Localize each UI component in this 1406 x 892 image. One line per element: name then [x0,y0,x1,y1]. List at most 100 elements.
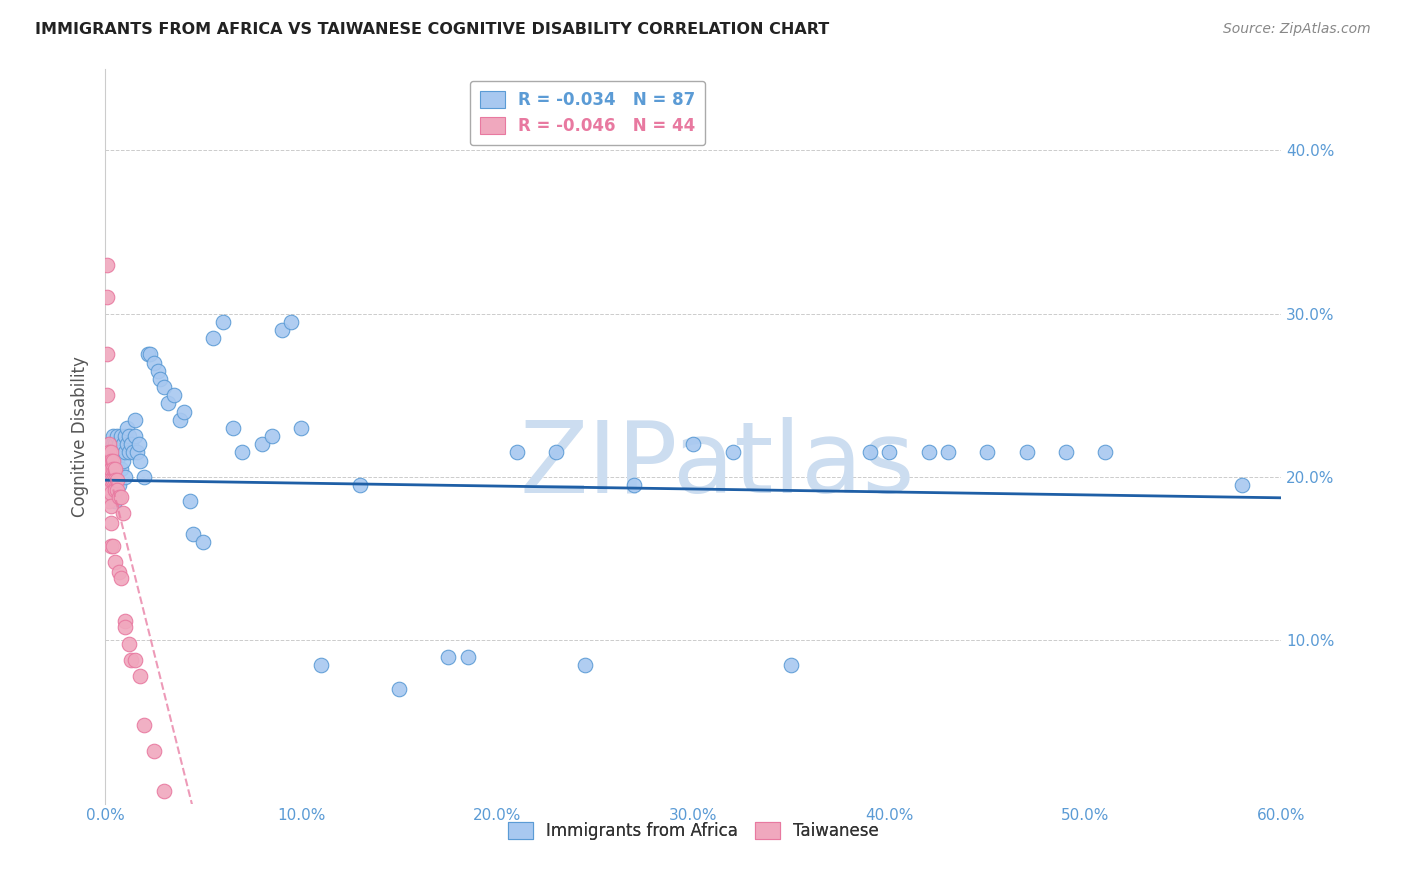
Point [110,429,132,443]
Point [506,445,529,459]
Point [118,445,141,459]
Point [859,445,882,459]
Point [110,461,132,475]
Point [221,421,243,435]
Point [101,473,124,487]
Legend: Immigrants from Africa, Taiwanese: Immigrants from Africa, Taiwanese [501,815,886,847]
Point [100,461,122,475]
Point [143,355,166,369]
Point [457,649,479,664]
Point [100,486,122,500]
Point [108,478,131,492]
Point [101,453,124,467]
Point [100,453,122,467]
Point [125,445,148,459]
Point [114,445,136,459]
Point [111,506,134,520]
Point [250,437,273,451]
Text: ZIPatlas: ZIPatlas [519,417,914,514]
Point [682,437,704,451]
Point [290,421,312,435]
Point [163,388,186,402]
Point [124,653,146,667]
Point [111,437,134,451]
Point [280,315,302,329]
Point [98,461,121,475]
Point [110,490,132,504]
Point [108,445,131,459]
Point [101,539,124,553]
Point [153,380,176,394]
Point [114,470,136,484]
Point [879,445,901,459]
Point [96,258,118,272]
Point [104,483,127,497]
Point [100,470,122,484]
Point [146,364,169,378]
Point [108,437,131,451]
Point [1094,445,1116,459]
Point [1230,478,1253,492]
Point [98,494,121,508]
Point [721,445,744,459]
Point [139,347,162,361]
Point [388,682,411,697]
Point [270,323,292,337]
Point [96,347,118,361]
Point [98,453,121,467]
Point [976,445,998,459]
Point [780,657,803,672]
Point [129,453,152,467]
Point [309,657,332,672]
Point [98,445,121,459]
Point [118,636,141,650]
Point [104,461,127,475]
Point [98,437,121,451]
Point [437,649,460,664]
Point [183,527,205,541]
Point [574,657,596,672]
Point [104,445,127,459]
Point [546,445,568,459]
Text: Source: ZipAtlas.com: Source: ZipAtlas.com [1223,22,1371,37]
Point [101,429,124,443]
Point [623,478,645,492]
Point [153,783,176,797]
Point [100,539,122,553]
Point [96,470,118,484]
Point [100,473,122,487]
Point [104,453,127,467]
Point [211,315,233,329]
Point [193,535,215,549]
Point [169,413,191,427]
Point [104,461,127,475]
Point [105,429,128,443]
Point [104,437,127,451]
Point [917,445,939,459]
Point [96,388,118,402]
Point [134,470,156,484]
Point [100,445,122,459]
Point [98,483,121,497]
Point [111,453,134,467]
Point [105,453,128,467]
Point [105,445,128,459]
Point [124,413,146,427]
Point [98,453,121,467]
Point [96,290,118,304]
Point [121,445,143,459]
Y-axis label: Cognitive Disability: Cognitive Disability [72,356,89,516]
Point [120,653,142,667]
Point [156,396,179,410]
Point [101,437,124,451]
Point [138,347,160,361]
Point [98,473,121,487]
Point [98,437,121,451]
Point [101,453,124,467]
Point [110,445,132,459]
Point [101,461,124,475]
Point [114,614,136,628]
Point [100,445,122,459]
Point [104,555,127,569]
Point [105,483,128,497]
